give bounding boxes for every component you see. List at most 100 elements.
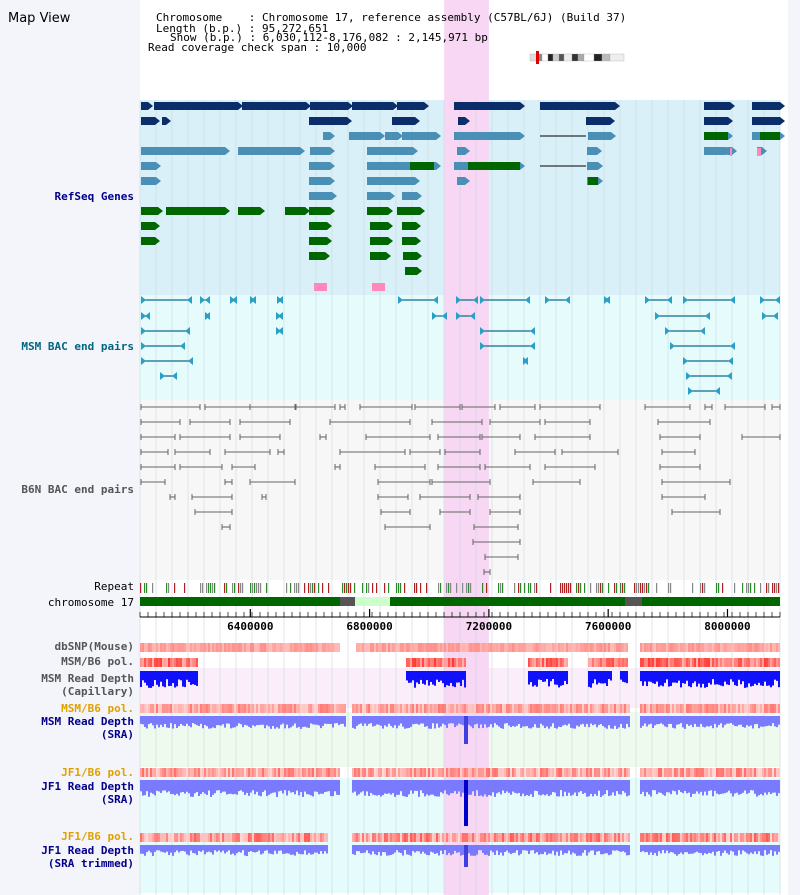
msm-sra-depth-bar bbox=[778, 716, 780, 725]
jf1-pol2-cell bbox=[740, 833, 742, 842]
repeat-element bbox=[616, 583, 618, 593]
dbsnp-cell bbox=[158, 643, 160, 652]
jf1-sra-depth-bar bbox=[300, 780, 302, 793]
dbsnp-cell bbox=[530, 643, 532, 652]
jf1-sra-depth-bar bbox=[196, 780, 198, 793]
jf1-pol2-cell bbox=[764, 833, 766, 842]
dbsnp-cell bbox=[460, 643, 462, 652]
msm-cap-depth-bar bbox=[588, 671, 590, 687]
msm-sra-depth-bar bbox=[512, 716, 514, 727]
jf1-sra-depth-bar bbox=[700, 780, 702, 792]
repeat-element bbox=[640, 583, 642, 593]
jf1-pol-cell bbox=[760, 768, 762, 777]
msm-cap-depth-bar bbox=[550, 671, 552, 682]
msm-pol-cell bbox=[692, 658, 694, 667]
msm-sra-depth-bar bbox=[772, 716, 774, 724]
jf1-trim-depth-bar bbox=[612, 845, 614, 851]
jf1-trim-depth-bar bbox=[710, 845, 712, 854]
dbsnp-cell bbox=[656, 643, 658, 652]
dbsnp-cell bbox=[762, 643, 764, 652]
msm-cap-depth-bar bbox=[710, 671, 712, 685]
msm-sra-depth-bar bbox=[744, 716, 746, 728]
msm-cap-depth-bar bbox=[646, 671, 648, 687]
msm-pol-cell bbox=[760, 658, 762, 667]
msm-sra-depth-bar bbox=[608, 716, 610, 726]
repeat-element bbox=[534, 583, 536, 593]
msm-pol2-cell bbox=[334, 704, 336, 713]
jf1-trim-depth-bar bbox=[678, 845, 680, 855]
jf1-pol-cell bbox=[572, 768, 574, 777]
repeat-element bbox=[344, 583, 346, 593]
dbsnp-cell bbox=[568, 643, 570, 652]
bac-end-marker bbox=[433, 296, 438, 304]
dbsnp-cell bbox=[294, 643, 296, 652]
msm-pol-cell bbox=[776, 658, 778, 667]
jf1-trim-depth-bar bbox=[166, 845, 168, 852]
jf1-pol-cell bbox=[714, 768, 716, 777]
jf1-pol2-cell bbox=[174, 833, 176, 842]
dbsnp-cell bbox=[208, 643, 210, 652]
dbsnp-cell bbox=[198, 643, 200, 652]
jf1-pol-cell bbox=[198, 768, 200, 777]
jf1-sra-depth-bar bbox=[212, 780, 214, 795]
repeat-element bbox=[498, 583, 500, 593]
repeat-element bbox=[772, 583, 774, 593]
jf1-pol2-cell bbox=[252, 833, 254, 842]
msm-pol2-cell bbox=[654, 704, 656, 713]
msm-sra-depth-bar bbox=[334, 716, 336, 724]
jf1-pol-cell bbox=[412, 768, 414, 777]
jf1-sra-depth-bar bbox=[556, 780, 558, 797]
jf1-trim-depth-bar bbox=[690, 845, 692, 854]
repeat-element bbox=[700, 583, 702, 593]
dbsnp-cell bbox=[244, 643, 246, 652]
msm-pol-cell bbox=[566, 658, 568, 667]
msm-pol2-cell bbox=[170, 704, 172, 713]
gene-strand-arrow bbox=[330, 162, 335, 170]
jf1-sra-depth-bar bbox=[152, 780, 154, 794]
msm-pol2-cell bbox=[776, 704, 778, 713]
msm-sra-depth-bar bbox=[458, 716, 460, 724]
jf1-sra-depth-bar bbox=[622, 780, 624, 791]
msm-cap-depth-bar bbox=[730, 671, 732, 680]
msm-pol-cell bbox=[424, 658, 426, 667]
dbsnp-cell bbox=[756, 643, 758, 652]
repeat-element bbox=[562, 583, 564, 593]
track-label-msm-b6-pol-1: MSM/B6 pol. bbox=[61, 655, 134, 668]
msm-pol2-cell bbox=[302, 704, 304, 713]
jf1-pol-cell bbox=[182, 768, 184, 777]
dbsnp-cell bbox=[564, 643, 566, 652]
msm-pol2-cell bbox=[520, 704, 522, 713]
msm-sra-depth-bar bbox=[620, 716, 622, 724]
jf1-sra-depth-bar bbox=[548, 780, 550, 797]
msm-sra-depth-bar bbox=[596, 716, 598, 728]
jf1-pol2-cell bbox=[600, 833, 602, 842]
jf1-pol-cell bbox=[458, 768, 460, 777]
jf1-pol-cell bbox=[274, 768, 276, 777]
dbsnp-cell bbox=[414, 643, 416, 652]
repeat-element bbox=[438, 583, 440, 593]
msm-pol-cell bbox=[694, 658, 696, 667]
jf1-sra-depth-bar bbox=[572, 780, 574, 795]
dbsnp-cell bbox=[700, 643, 702, 652]
jf1-trim-depth-bar bbox=[594, 845, 596, 855]
jf1-trim-depth-bar bbox=[524, 845, 526, 851]
repeat-element bbox=[398, 583, 400, 593]
jf1-pol2-cell bbox=[278, 833, 280, 842]
dbsnp-cell bbox=[690, 643, 692, 652]
msm-cap-depth-bar bbox=[450, 671, 452, 683]
jf1-trim-depth-bar bbox=[616, 845, 618, 851]
msm-pol-cell bbox=[428, 658, 430, 667]
track-label-dbsnp: dbSNP(Mouse) bbox=[54, 640, 134, 653]
gene-strand-arrow bbox=[300, 147, 305, 155]
dbsnp-cell bbox=[516, 643, 518, 652]
msm-pol-cell bbox=[604, 658, 606, 667]
jf1-sra-depth-bar bbox=[606, 780, 608, 791]
jf1-trim-depth-bar bbox=[504, 845, 506, 853]
jf1-sra-depth-bar bbox=[546, 780, 548, 795]
msm-pol2-cell bbox=[534, 704, 536, 713]
jf1-trim-depth-bar bbox=[538, 845, 540, 855]
msm-sra-depth-bar bbox=[534, 716, 536, 725]
jf1-pol2-cell bbox=[614, 833, 616, 842]
jf1-pol-cell bbox=[754, 768, 756, 777]
bac-end-marker bbox=[480, 296, 485, 304]
